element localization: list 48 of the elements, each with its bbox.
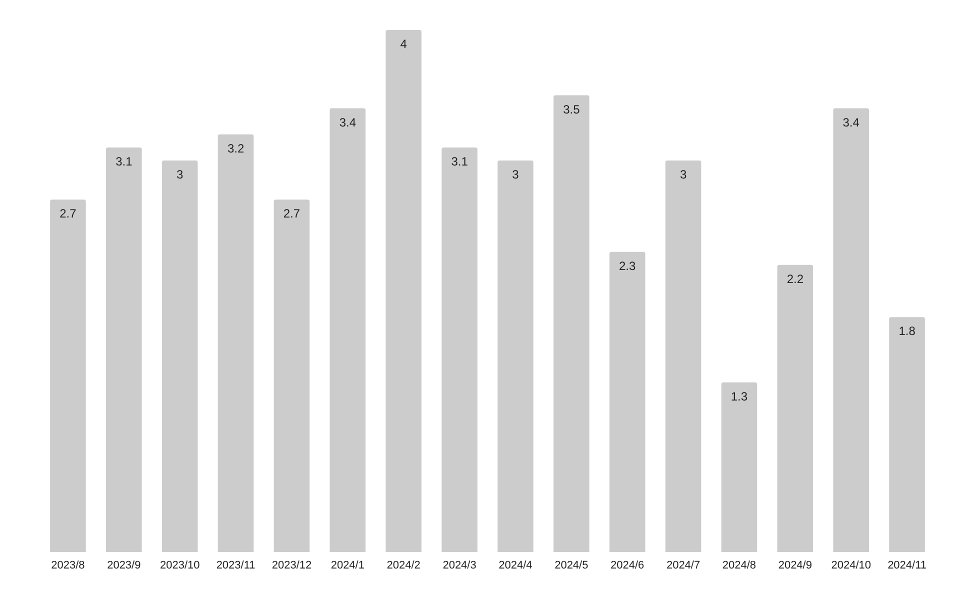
data-label: 3 — [680, 168, 687, 182]
data-label: 3.1 — [116, 154, 133, 168]
bar — [554, 95, 590, 552]
x-tick-label: 2024/1 — [330, 560, 364, 572]
bar — [274, 200, 310, 552]
x-tick-label: 2024/3 — [442, 560, 476, 572]
bar — [889, 317, 925, 552]
x-tick-label: 2023/9 — [107, 560, 141, 572]
data-label: 3 — [512, 168, 520, 182]
x-tick-label: 2024/5 — [554, 560, 588, 572]
bar — [665, 160, 702, 552]
bar — [106, 147, 142, 552]
bar — [777, 264, 814, 552]
x-tick-label: 2024/2 — [386, 560, 420, 572]
data-label: 3.4 — [339, 115, 356, 130]
bar — [386, 30, 422, 552]
bar — [218, 134, 254, 552]
bar — [721, 382, 758, 552]
data-label: 3.4 — [842, 115, 860, 130]
x-tick-label: 2024/9 — [778, 560, 812, 572]
bar — [162, 160, 198, 552]
x-tick-label: 2023/12 — [272, 560, 312, 572]
data-label: 3.1 — [451, 154, 468, 168]
x-tick-label: 2024/4 — [498, 560, 532, 572]
data-label: 3 — [176, 168, 184, 182]
data-label: 2.3 — [619, 258, 636, 273]
x-tick-label: 2024/11 — [888, 560, 927, 572]
x-tick-label: 2024/8 — [722, 560, 756, 572]
data-label: 2.7 — [60, 206, 77, 221]
data-label: 1.8 — [898, 324, 916, 338]
bar — [442, 147, 478, 552]
data-label: 2.7 — [283, 206, 300, 221]
bar — [50, 200, 86, 552]
data-label: 3.2 — [227, 141, 244, 156]
x-tick-label: 2024/7 — [666, 560, 700, 572]
x-tick-label: 2023/8 — [51, 560, 85, 572]
data-label: 2.2 — [786, 272, 804, 286]
bar — [498, 160, 534, 552]
x-tick-label: 2023/10 — [160, 560, 200, 572]
data-label: 1.3 — [730, 389, 748, 404]
bar — [609, 252, 646, 552]
data-label: 4 — [400, 37, 408, 51]
x-tick-label: 2024/6 — [610, 560, 644, 572]
bar — [833, 108, 869, 552]
x-tick-label: 2024/10 — [831, 560, 871, 572]
data-label: 3.5 — [563, 102, 580, 116]
bar — [330, 108, 366, 552]
x-tick-label: 2023/11 — [216, 560, 256, 572]
